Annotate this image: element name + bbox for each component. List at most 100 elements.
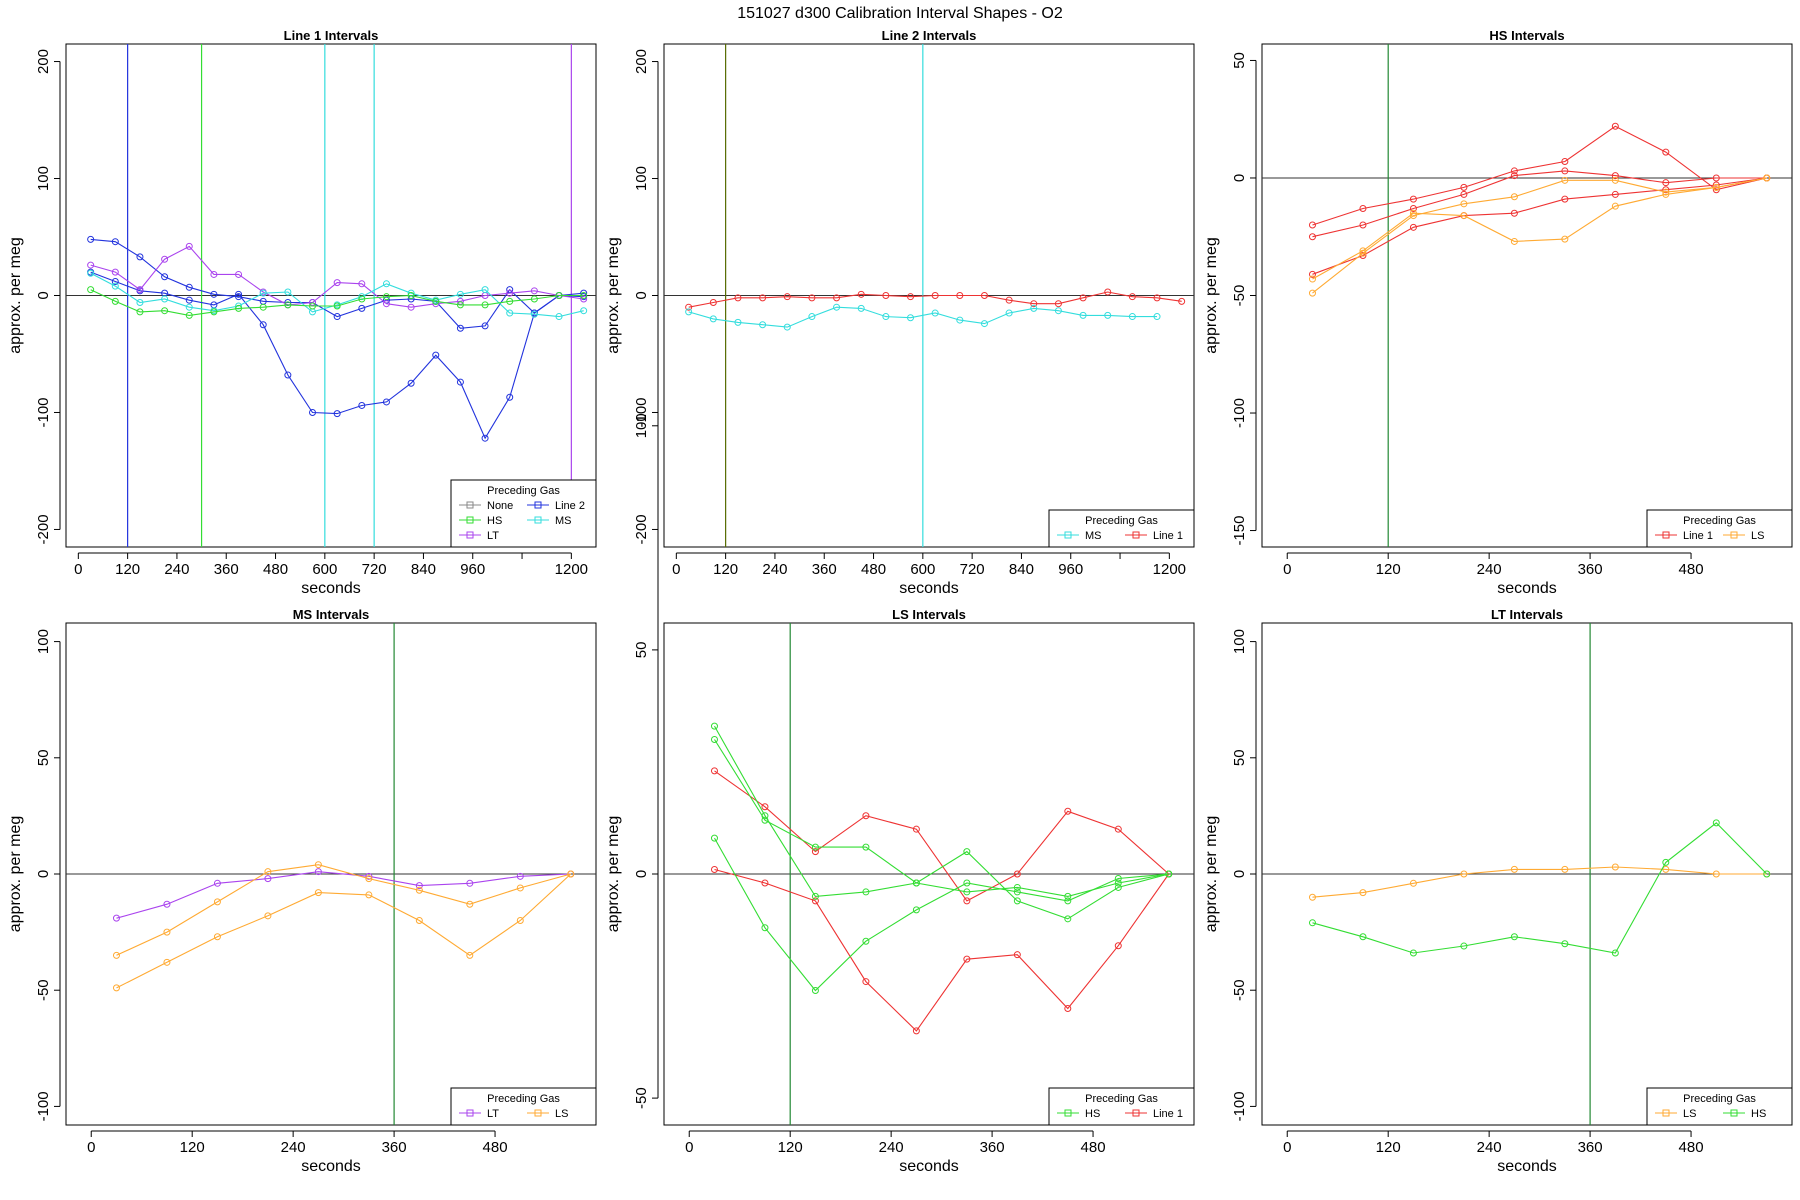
data-point xyxy=(1409,205,1417,213)
data-point xyxy=(1409,949,1417,957)
legend-title: Preceding Gas xyxy=(1085,515,1158,527)
legend-swatch-marker xyxy=(466,531,474,539)
x-tick-label: 0 xyxy=(672,561,680,578)
data-point xyxy=(1662,865,1670,873)
data-point xyxy=(862,812,870,820)
data-point xyxy=(1308,221,1316,229)
y-tick-label: -100 xyxy=(633,397,650,427)
legend-title: Preceding Gas xyxy=(1683,1093,1756,1105)
x-tick-label: 0 xyxy=(74,561,82,578)
data-point xyxy=(1712,870,1720,878)
data-point xyxy=(506,289,514,297)
data-point xyxy=(709,299,717,307)
data-point xyxy=(264,868,272,876)
data-point xyxy=(1153,313,1161,321)
data-point xyxy=(87,235,95,243)
data-point xyxy=(1510,172,1518,180)
data-point xyxy=(912,1027,920,1035)
data-point xyxy=(1561,865,1569,873)
data-point xyxy=(882,292,890,299)
legend-swatch-marker xyxy=(1662,531,1670,539)
data-point xyxy=(161,273,169,281)
data-point xyxy=(811,987,819,995)
data-point xyxy=(811,897,819,905)
data-point xyxy=(1030,304,1038,312)
series-line-line-1-3 xyxy=(1312,177,1767,275)
data-point xyxy=(456,290,464,298)
series-line-hs-3 xyxy=(714,725,1169,920)
series-line-line-1-2 xyxy=(1312,170,1767,238)
data-point xyxy=(1178,297,1186,305)
data-point xyxy=(1611,176,1619,184)
y-tick-label: 50 xyxy=(35,749,52,766)
y-tick-label: 100 xyxy=(35,629,52,654)
series-line-hs-5 xyxy=(90,289,584,316)
x-tick-label: 840 xyxy=(411,561,436,578)
data-point xyxy=(1611,122,1619,130)
data-point xyxy=(358,293,366,301)
data-point xyxy=(1114,879,1122,887)
data-point xyxy=(111,297,119,305)
x-tick-label: 720 xyxy=(362,561,387,578)
data-point xyxy=(862,888,870,896)
data-point xyxy=(136,308,144,316)
data-point xyxy=(1409,195,1417,203)
series-line-line-1-1 xyxy=(714,770,1170,902)
data-point xyxy=(862,978,870,986)
data-point xyxy=(506,297,514,305)
data-point xyxy=(963,955,971,963)
data-point xyxy=(1561,158,1569,166)
data-point xyxy=(1013,951,1021,959)
y-tick-label: -100 xyxy=(35,397,52,427)
data-point xyxy=(912,825,920,833)
legend-swatch-marker xyxy=(466,516,474,524)
y-axis-label: approx. per meg xyxy=(7,816,24,933)
data-point xyxy=(1005,296,1013,304)
data-point xyxy=(161,255,169,263)
data-point xyxy=(87,261,95,269)
data-point xyxy=(1662,190,1670,198)
data-point xyxy=(213,879,221,887)
y-tick-label: 0 xyxy=(1231,174,1248,182)
series-line-line-1-1 xyxy=(1312,125,1767,226)
data-point xyxy=(1510,209,1518,217)
chart-panel-5: LS Intervals 0 120 240 360 480 seconds -50 0 50 10… xyxy=(605,413,1195,1175)
x-tick-label: 0 xyxy=(1283,1139,1291,1156)
data-point xyxy=(1104,288,1112,296)
legend-box xyxy=(1048,509,1195,548)
x-tick-label: 240 xyxy=(1477,1139,1502,1156)
panel-title: MS Intervals xyxy=(293,607,370,622)
data-point xyxy=(235,304,243,312)
plot-area xyxy=(66,623,596,1125)
data-point xyxy=(333,302,341,310)
series-line-lt-3 xyxy=(90,245,584,308)
data-point xyxy=(111,238,119,246)
data-point xyxy=(111,282,119,290)
x-tick-label: 840 xyxy=(1009,561,1034,578)
data-point xyxy=(980,320,988,328)
x-tick-label: 600 xyxy=(312,561,337,578)
legend-swatch-marker xyxy=(1064,531,1072,539)
x-tick-label: 960 xyxy=(1058,561,1083,578)
data-point xyxy=(963,848,971,856)
data-point xyxy=(963,888,971,896)
data-point xyxy=(1013,870,1021,878)
data-point xyxy=(235,270,243,278)
data-point xyxy=(481,301,489,309)
y-tick-label: -50 xyxy=(1231,285,1248,307)
panel-title: LT Intervals xyxy=(1491,607,1563,622)
data-point xyxy=(685,303,693,311)
data-point xyxy=(761,879,769,887)
y-axis-label: approx. per meg xyxy=(1203,237,1220,354)
data-point xyxy=(555,292,563,299)
plot-area xyxy=(1262,44,1792,547)
data-point xyxy=(365,872,373,880)
series-line-hs-5 xyxy=(714,837,1169,992)
legend-entry-line-1: Line 1 xyxy=(1153,530,1183,542)
plot-area xyxy=(664,623,1194,1125)
x-tick-label: 480 xyxy=(1679,1139,1704,1156)
data-point xyxy=(1128,293,1136,301)
data-point xyxy=(506,309,514,317)
x-axis-label: seconds xyxy=(1497,1158,1557,1175)
data-point xyxy=(530,295,538,303)
